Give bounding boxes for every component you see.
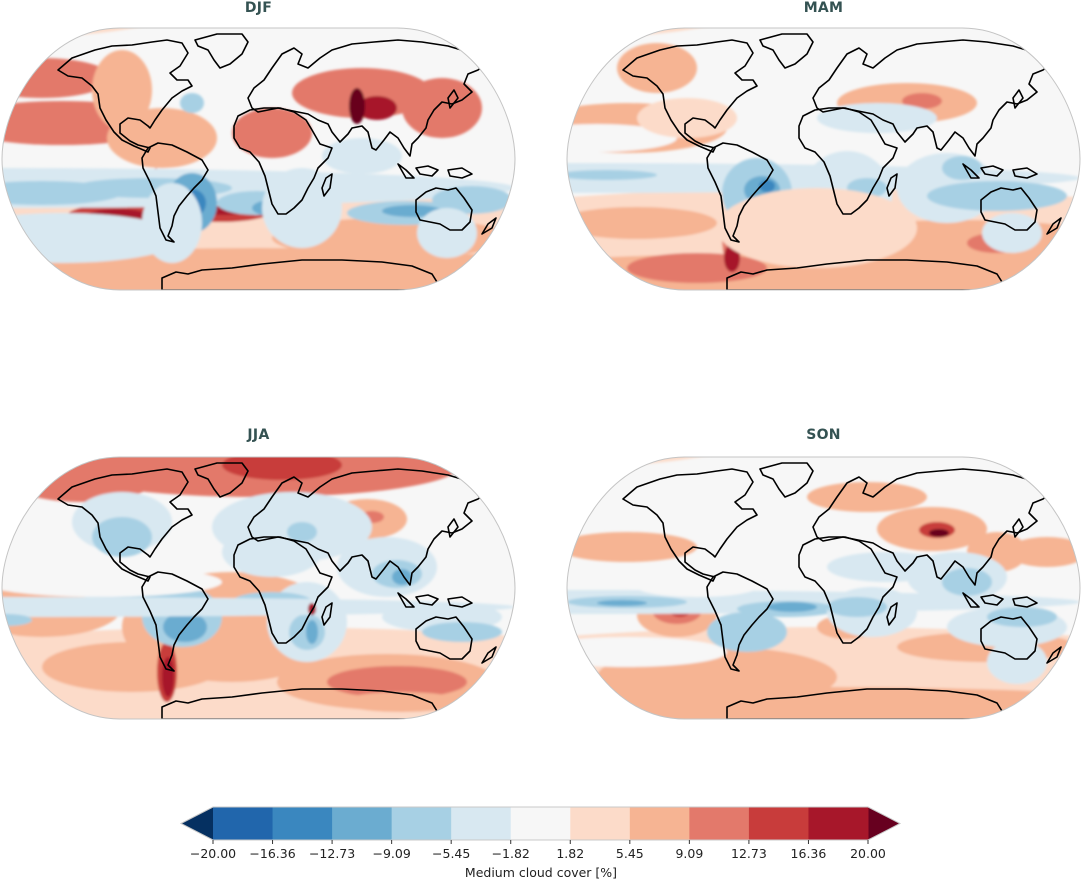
colorbar-tick-label: 12.73 xyxy=(731,846,767,861)
panel-title: JJA xyxy=(247,427,270,443)
colorbar-bar xyxy=(179,806,902,844)
colorbar-tick-label: −12.73 xyxy=(308,846,356,861)
map-plot xyxy=(1,456,516,720)
colorbar-tick-label: −5.45 xyxy=(432,846,471,861)
colorbar-tick-label: −1.82 xyxy=(491,846,530,861)
map-panel-son: SON xyxy=(566,427,1081,727)
colorbar-label: Medium cloud cover [%] xyxy=(464,865,618,880)
colorbar-tick-label: 9.09 xyxy=(675,846,704,861)
colorbar-tick-label: −9.09 xyxy=(372,846,411,861)
colorbar: −20.00 −16.36 −12.73 −9.09 −5.45 −1.82 1.82 5.4… xyxy=(178,804,904,884)
map-panel-djf: DJF xyxy=(1,0,516,300)
colorbar-tick-label: 20.00 xyxy=(850,846,886,861)
colorbar-tick-label: 1.82 xyxy=(556,846,585,861)
panel-title: MAM xyxy=(803,0,844,16)
panel-title: DJF xyxy=(244,0,273,16)
colorbar-tick-label: 16.36 xyxy=(790,846,827,861)
colorbar-tick-label: −16.36 xyxy=(249,846,296,861)
map-plot xyxy=(566,456,1081,720)
map-panel-mam: MAM xyxy=(566,0,1081,300)
colorbar-tick-label: −20.00 xyxy=(189,846,237,861)
panel-title: SON xyxy=(806,427,841,443)
colorbar-tick-label: 5.45 xyxy=(615,846,644,861)
map-panel-jja: JJA xyxy=(1,427,516,727)
map-plot xyxy=(566,27,1081,291)
map-plot xyxy=(1,27,516,291)
